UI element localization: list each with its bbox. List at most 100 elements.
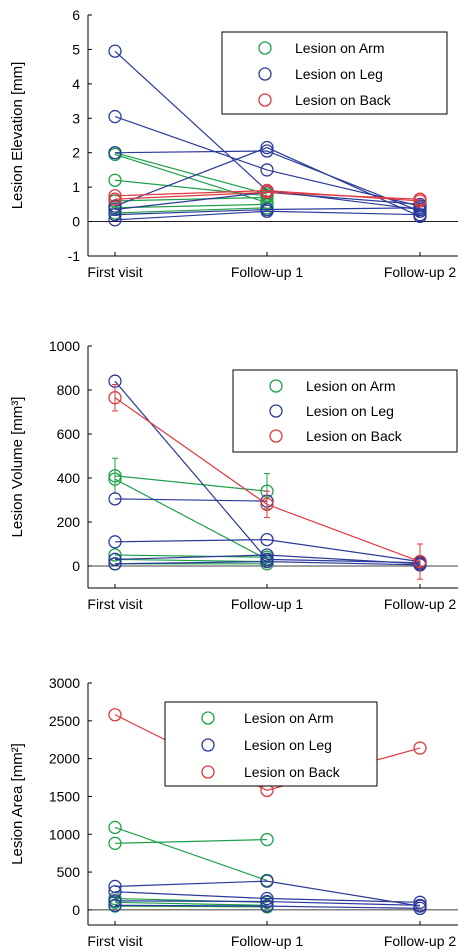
data-point	[108, 469, 122, 483]
y-tick-label: 1000	[49, 826, 80, 842]
series-line	[114, 901, 268, 906]
legend-label: Lesion on Back	[306, 428, 403, 444]
data-point	[413, 201, 427, 215]
y-axis-label: Lesion Volume [mm³]	[9, 397, 26, 538]
data-point	[108, 894, 122, 908]
data-point	[260, 185, 274, 199]
data-point	[108, 548, 122, 562]
series-back-15	[108, 185, 427, 206]
legend: Lesion on Arm Lesion on Leg Lesion on Back	[164, 701, 378, 787]
legend-marker-leg	[201, 738, 215, 752]
y-tick-label: 1000	[49, 338, 80, 354]
legend-marker-back	[258, 93, 272, 107]
y-tick-label: 2500	[49, 713, 80, 729]
data-point	[413, 197, 427, 212]
x-tick-label: First visit	[87, 933, 142, 949]
series-arm-1	[108, 820, 274, 888]
x-tick-label: First visit	[87, 264, 142, 280]
data-point	[260, 140, 274, 155]
data-point	[260, 144, 274, 158]
chart-panel-3: 0 500 1000 1500 2000 2500 3000 First visit Follo…	[9, 675, 458, 949]
legend-label: Lesion on Back	[244, 764, 341, 780]
y-axis-label: Lesion Area [mm²]	[9, 743, 26, 865]
y-tick-label: 0	[72, 902, 80, 918]
x-tick-label: Follow-up 2	[384, 596, 457, 612]
x-tick-label: Follow-up 1	[231, 933, 304, 949]
series-line	[114, 560, 421, 566]
legend-box	[164, 701, 378, 787]
y-tick-label: 4	[72, 76, 80, 92]
y-tick-label: 500	[57, 864, 81, 880]
data-point	[108, 885, 122, 899]
series-line	[114, 152, 268, 195]
series-line	[114, 207, 421, 216]
y-tick-label: 1500	[49, 788, 80, 804]
y-tick-label: 2000	[49, 751, 80, 767]
chart-panel-1: -1 0 1 2 3 4 5 6 First visit Follow-up 1 Follow-up…	[9, 7, 458, 280]
legend-label: Lesion on Leg	[295, 66, 383, 82]
data-point	[260, 899, 274, 913]
data-point	[108, 208, 122, 222]
series-line	[114, 191, 421, 200]
series-line	[114, 880, 421, 907]
x-tick-label: First visit	[87, 596, 142, 612]
y-tick-label: 3000	[49, 675, 80, 691]
legend-label: Lesion on Leg	[306, 403, 394, 419]
series-line	[114, 554, 268, 558]
data-point	[108, 552, 122, 567]
legend: Lesion on Arm Lesion on Leg Lesion on Back	[221, 31, 448, 115]
y-tick-label: 0	[72, 214, 80, 230]
x-tick-label: Follow-up 2	[384, 933, 457, 949]
legend-label: Lesion on Back	[295, 92, 392, 108]
series-line	[114, 478, 268, 560]
series-line	[114, 891, 421, 903]
data-point	[108, 202, 122, 217]
legend-label: Lesion on Arm	[295, 40, 385, 56]
y-tick-label: 3	[72, 110, 80, 126]
y-tick-label: 6	[72, 7, 80, 23]
y-tick-label: 0	[72, 558, 80, 574]
series-line	[114, 558, 268, 563]
data-point	[108, 879, 122, 894]
series-line	[114, 475, 268, 492]
data-point	[108, 836, 122, 850]
legend-label: Lesion on Arm	[244, 710, 334, 726]
data-point	[108, 146, 122, 160]
series-line	[114, 146, 421, 217]
series-line	[114, 826, 268, 881]
series-line	[114, 498, 268, 502]
legend-label: Lesion on Leg	[244, 737, 332, 753]
data-point	[108, 213, 122, 227]
y-tick-label: 2	[72, 145, 80, 161]
series-line	[114, 905, 268, 908]
data-point	[108, 199, 122, 213]
series-leg-9	[108, 898, 427, 916]
y-tick-label: 200	[57, 514, 81, 530]
data-point	[108, 173, 122, 187]
series-back-11	[108, 384, 427, 580]
data-point	[260, 874, 274, 888]
data-point	[413, 208, 427, 222]
x-tick-label: Follow-up 1	[231, 596, 304, 612]
data-point	[413, 192, 427, 206]
legend-label: Lesion on Arm	[306, 378, 396, 394]
data-point	[260, 163, 274, 177]
legend-marker-arm	[258, 41, 272, 55]
series-leg-6	[108, 874, 427, 913]
data-point	[260, 554, 274, 569]
data-point	[108, 820, 122, 835]
x-tick-label: Follow-up 2	[384, 264, 457, 280]
y-tick-label: 600	[57, 426, 81, 442]
data-point	[108, 391, 122, 405]
legend-marker-arm	[201, 711, 215, 725]
y-tick-label: 400	[57, 470, 81, 486]
data-point	[260, 832, 274, 847]
data-point	[260, 497, 274, 512]
data-point	[108, 44, 122, 58]
legend-marker-leg	[258, 67, 272, 81]
series-line	[114, 210, 421, 221]
series-arm-2	[108, 832, 274, 850]
series-line	[114, 207, 268, 214]
series-line	[114, 538, 421, 563]
